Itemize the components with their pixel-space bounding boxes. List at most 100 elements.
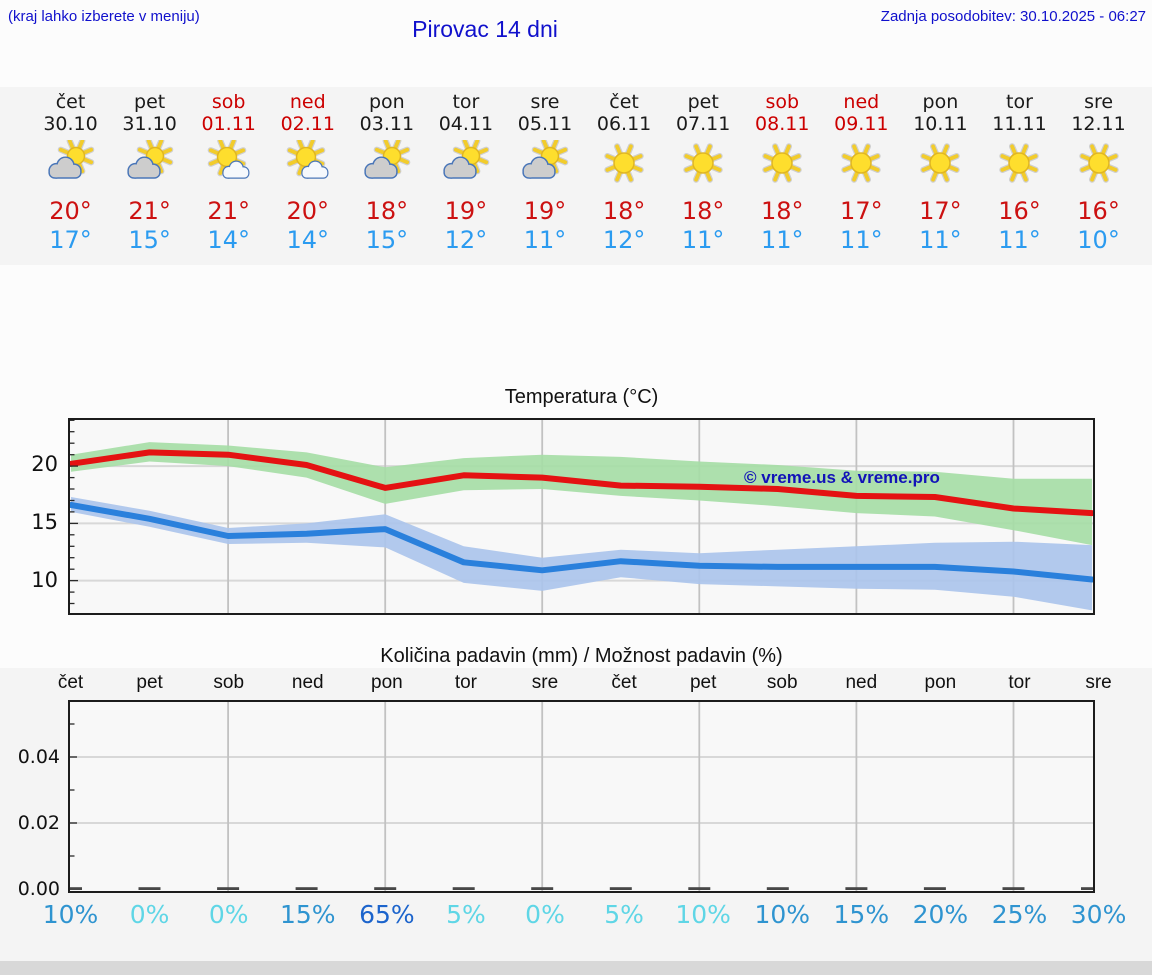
precip-day-label: tor (1008, 672, 1031, 693)
weather-icon (915, 140, 965, 186)
day-date-label: 01.11 (201, 112, 256, 135)
day-strip-background (0, 87, 1152, 265)
day-name-label: sob (211, 91, 246, 113)
precip-probability: 15% (833, 900, 890, 929)
day-name-label: čet (609, 91, 639, 113)
high-temp: 18° (602, 197, 646, 225)
precip-probability: 10% (754, 900, 811, 929)
weather-icon (125, 137, 175, 186)
precip-probability: 10% (42, 900, 99, 929)
temp-min-line (68, 502, 1095, 583)
precip-bar (295, 887, 318, 890)
sun-icon (999, 143, 1040, 183)
day-date-label: 30.10 (43, 112, 98, 135)
precip-probability: 0% (208, 900, 249, 929)
watermark-link[interactable]: © vreme.us & vreme.pro (744, 468, 940, 487)
high-temp: 16° (998, 197, 1041, 225)
low-temp: 15° (128, 226, 171, 254)
precip-probability-row: 10% 0% 0% 15% 65% 5% 0% 5% 10% 10% 15% 20% 25% 30% (31, 900, 1138, 929)
precip-bar (452, 887, 475, 890)
day-name-label: pet (687, 91, 719, 113)
low-temp: 11° (760, 226, 804, 254)
precip-day-label: tor (454, 672, 478, 693)
day-name-label: čet (55, 91, 86, 113)
day-date-label: 09.11 (834, 112, 889, 135)
weather-icon (678, 140, 728, 186)
weather-icon (836, 140, 886, 186)
precip-bar (688, 887, 711, 890)
high-temp: 17° (840, 197, 883, 225)
sun-icon (1078, 143, 1119, 183)
precip-bar (60, 887, 82, 890)
page-title: Pirovac 14 dni (412, 16, 558, 42)
day-date-label: 05.11 (517, 112, 573, 135)
low-temp: 11° (840, 226, 883, 254)
day-name-label: pet (134, 91, 166, 113)
precip-chart-title: Količina padavin (mm) / Možnost padavin … (380, 645, 783, 667)
precip-probability: 5% (604, 900, 644, 929)
precip-ytick-002: 0.02 (17, 812, 60, 834)
temp-ytick-15: 15 (31, 510, 58, 534)
day-date-label: 10.11 (913, 112, 968, 135)
temperature-chart-svg (68, 418, 1095, 615)
precip-bar (845, 887, 868, 890)
precip-probability: 15% (279, 900, 336, 929)
forecast-day: tor 11.11 16° 11° (980, 91, 1059, 255)
forecast-day: sre 12.11 16° 10° (1059, 91, 1138, 255)
day-name-label: ned (289, 91, 326, 113)
high-temp: 18° (681, 197, 725, 225)
weather-icon (283, 137, 333, 186)
weather-icon (1074, 140, 1124, 186)
high-temp: 20° (49, 197, 92, 225)
day-date-label: 04.11 (438, 112, 494, 135)
forecast-day: sob 08.11 18° 11° (743, 91, 822, 255)
low-temp: 11° (998, 226, 1041, 254)
day-date-label: 07.11 (675, 112, 731, 135)
precip-day-label: pet (689, 672, 717, 693)
precip-probability: 0% (129, 900, 170, 929)
precip-ytick-000: 0.00 (17, 878, 60, 900)
sun-small-cloud-icon (207, 137, 250, 179)
forecast-day: čet 30.10 20° 17° (31, 91, 110, 255)
high-temp: 16° (1077, 197, 1120, 225)
precip-probability: 25% (991, 900, 1048, 929)
precip-bar (374, 887, 397, 890)
precip-ytick-004: 0.04 (17, 746, 60, 768)
sun-cloud-icon (364, 137, 411, 179)
weather-icon (520, 137, 570, 186)
forecast-day: ned 02.11 20° 14° (268, 91, 347, 255)
precip-day-label: ned (845, 672, 878, 693)
precip-day-label: čet (611, 672, 637, 693)
precip-bar (217, 887, 240, 890)
precip-bar (766, 887, 789, 890)
sun-icon (920, 143, 961, 183)
precip-bar (923, 887, 946, 890)
high-temp: 21° (128, 197, 171, 225)
day-name-label: tor (1006, 91, 1033, 113)
forecast-day: pon 10.11 17° 11° (901, 91, 980, 255)
day-name-label: sre (530, 91, 560, 113)
menu-hint: (kraj lahko izberete v meniju) (8, 8, 200, 25)
sun-icon (683, 143, 723, 183)
day-name-label: tor (452, 91, 480, 113)
forecast-day: pon 03.11 18° 15° (347, 91, 426, 255)
precip-bar (1002, 887, 1025, 890)
low-temp: 10° (1077, 226, 1120, 254)
day-date-label: 12.11 (1071, 112, 1126, 135)
precip-day-label: pet (136, 672, 163, 693)
precip-bar (531, 887, 554, 890)
forecast-day: ned 09.11 17° 11° (822, 91, 901, 255)
day-name-label: sre (1084, 91, 1114, 113)
precip-day-labels: čet pet sob ned pon tor sre čet pet sob ned pon tor s… (31, 672, 1138, 694)
sun-cloud-icon (47, 137, 94, 179)
weather-icon (362, 137, 412, 186)
precip-probability: 10% (675, 900, 731, 929)
footer-bar (0, 961, 1152, 975)
day-name-label: pon (368, 91, 405, 113)
forecast-day: pet 07.11 18° 11° (664, 91, 743, 255)
day-date-label: 08.11 (755, 112, 810, 135)
weather-icon (46, 137, 96, 186)
precip-probability: 30% (1070, 900, 1127, 929)
precip-bar (609, 887, 632, 890)
